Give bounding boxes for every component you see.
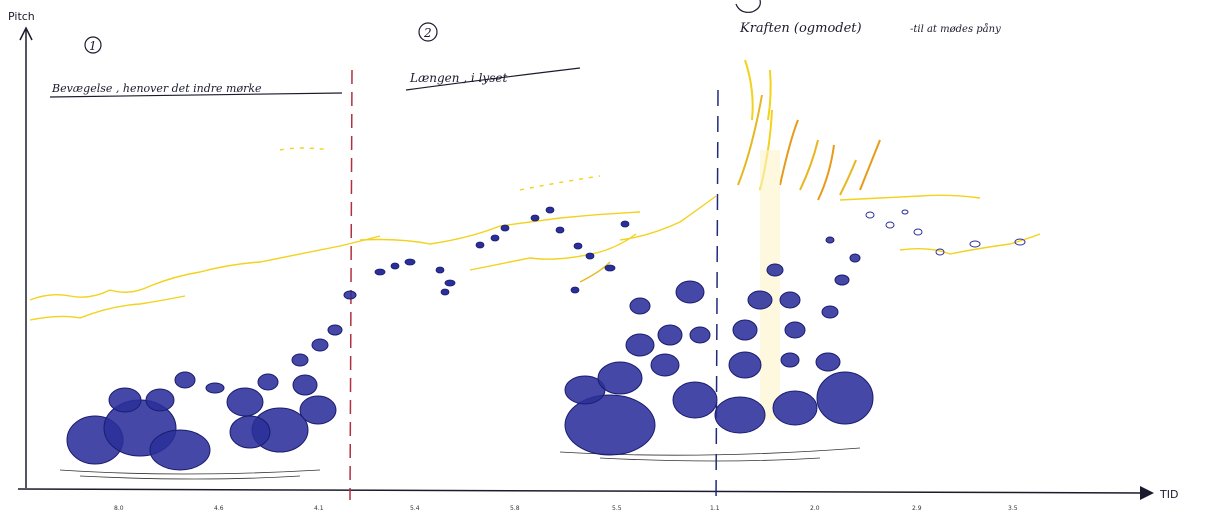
blue-dots-section-2	[374, 206, 630, 296]
section-2-header: 2 Længen , i lyset	[405, 22, 581, 91]
tick-label: 2.0	[810, 505, 820, 512]
x-ticks: 8.0 4.6 4.1 5.4 5.8 5.5 1.1 2.0 2.9 3.5	[114, 505, 1018, 512]
tick-label: 2.9	[912, 505, 922, 512]
tick-label: 5.5	[612, 505, 622, 512]
section-number-circle	[735, 0, 761, 13]
y-arrow-icon	[19, 26, 33, 41]
title-underline	[405, 67, 581, 91]
section-1-header: 1 Bevægelse , henover det indre mørke	[49, 36, 343, 98]
blue-blobs-section-1	[66, 290, 357, 471]
tick-label: 4.6	[214, 505, 224, 512]
flame-strokes	[737, 59, 881, 201]
tick-label: 5.8	[510, 505, 520, 512]
x-axis-label: TID	[1159, 488, 1178, 501]
blue-blobs-section-3	[564, 236, 874, 456]
blue-dots-section-3	[865, 209, 1026, 256]
y-axis-label: Pitch	[8, 10, 35, 23]
x-arrow-icon	[1140, 486, 1154, 500]
section-title: Bevægelse , henover det indre mørke	[51, 82, 262, 95]
tick-label: 3.5	[1008, 505, 1018, 512]
section-divider-2-3	[715, 89, 719, 506]
section-number: 1	[89, 39, 97, 53]
time-axis	[17, 486, 1154, 500]
pitch-axis	[19, 26, 33, 488]
section-number: 2	[423, 26, 432, 40]
section-title: Længen , i lyset	[409, 71, 507, 85]
shadow-strokes	[59, 447, 861, 480]
section-number-circle	[418, 22, 438, 42]
tick-label: 4.1	[314, 505, 324, 512]
title-underline	[49, 92, 343, 98]
light-beam	[760, 150, 780, 420]
tick-label: 5.4	[410, 505, 420, 512]
section-title: Kraften (ogmodet)	[739, 21, 862, 36]
section-divider-1-2	[349, 69, 353, 501]
section-3-header: Kraften (ogmodet)	[735, 0, 862, 36]
tick-label: 1.1	[710, 505, 720, 512]
tick-label: 8.0	[114, 505, 124, 512]
closing-note: -til at mødes påny	[910, 23, 1001, 35]
section-number-circle	[84, 36, 102, 54]
yellow-pitch-line	[29, 147, 1041, 321]
